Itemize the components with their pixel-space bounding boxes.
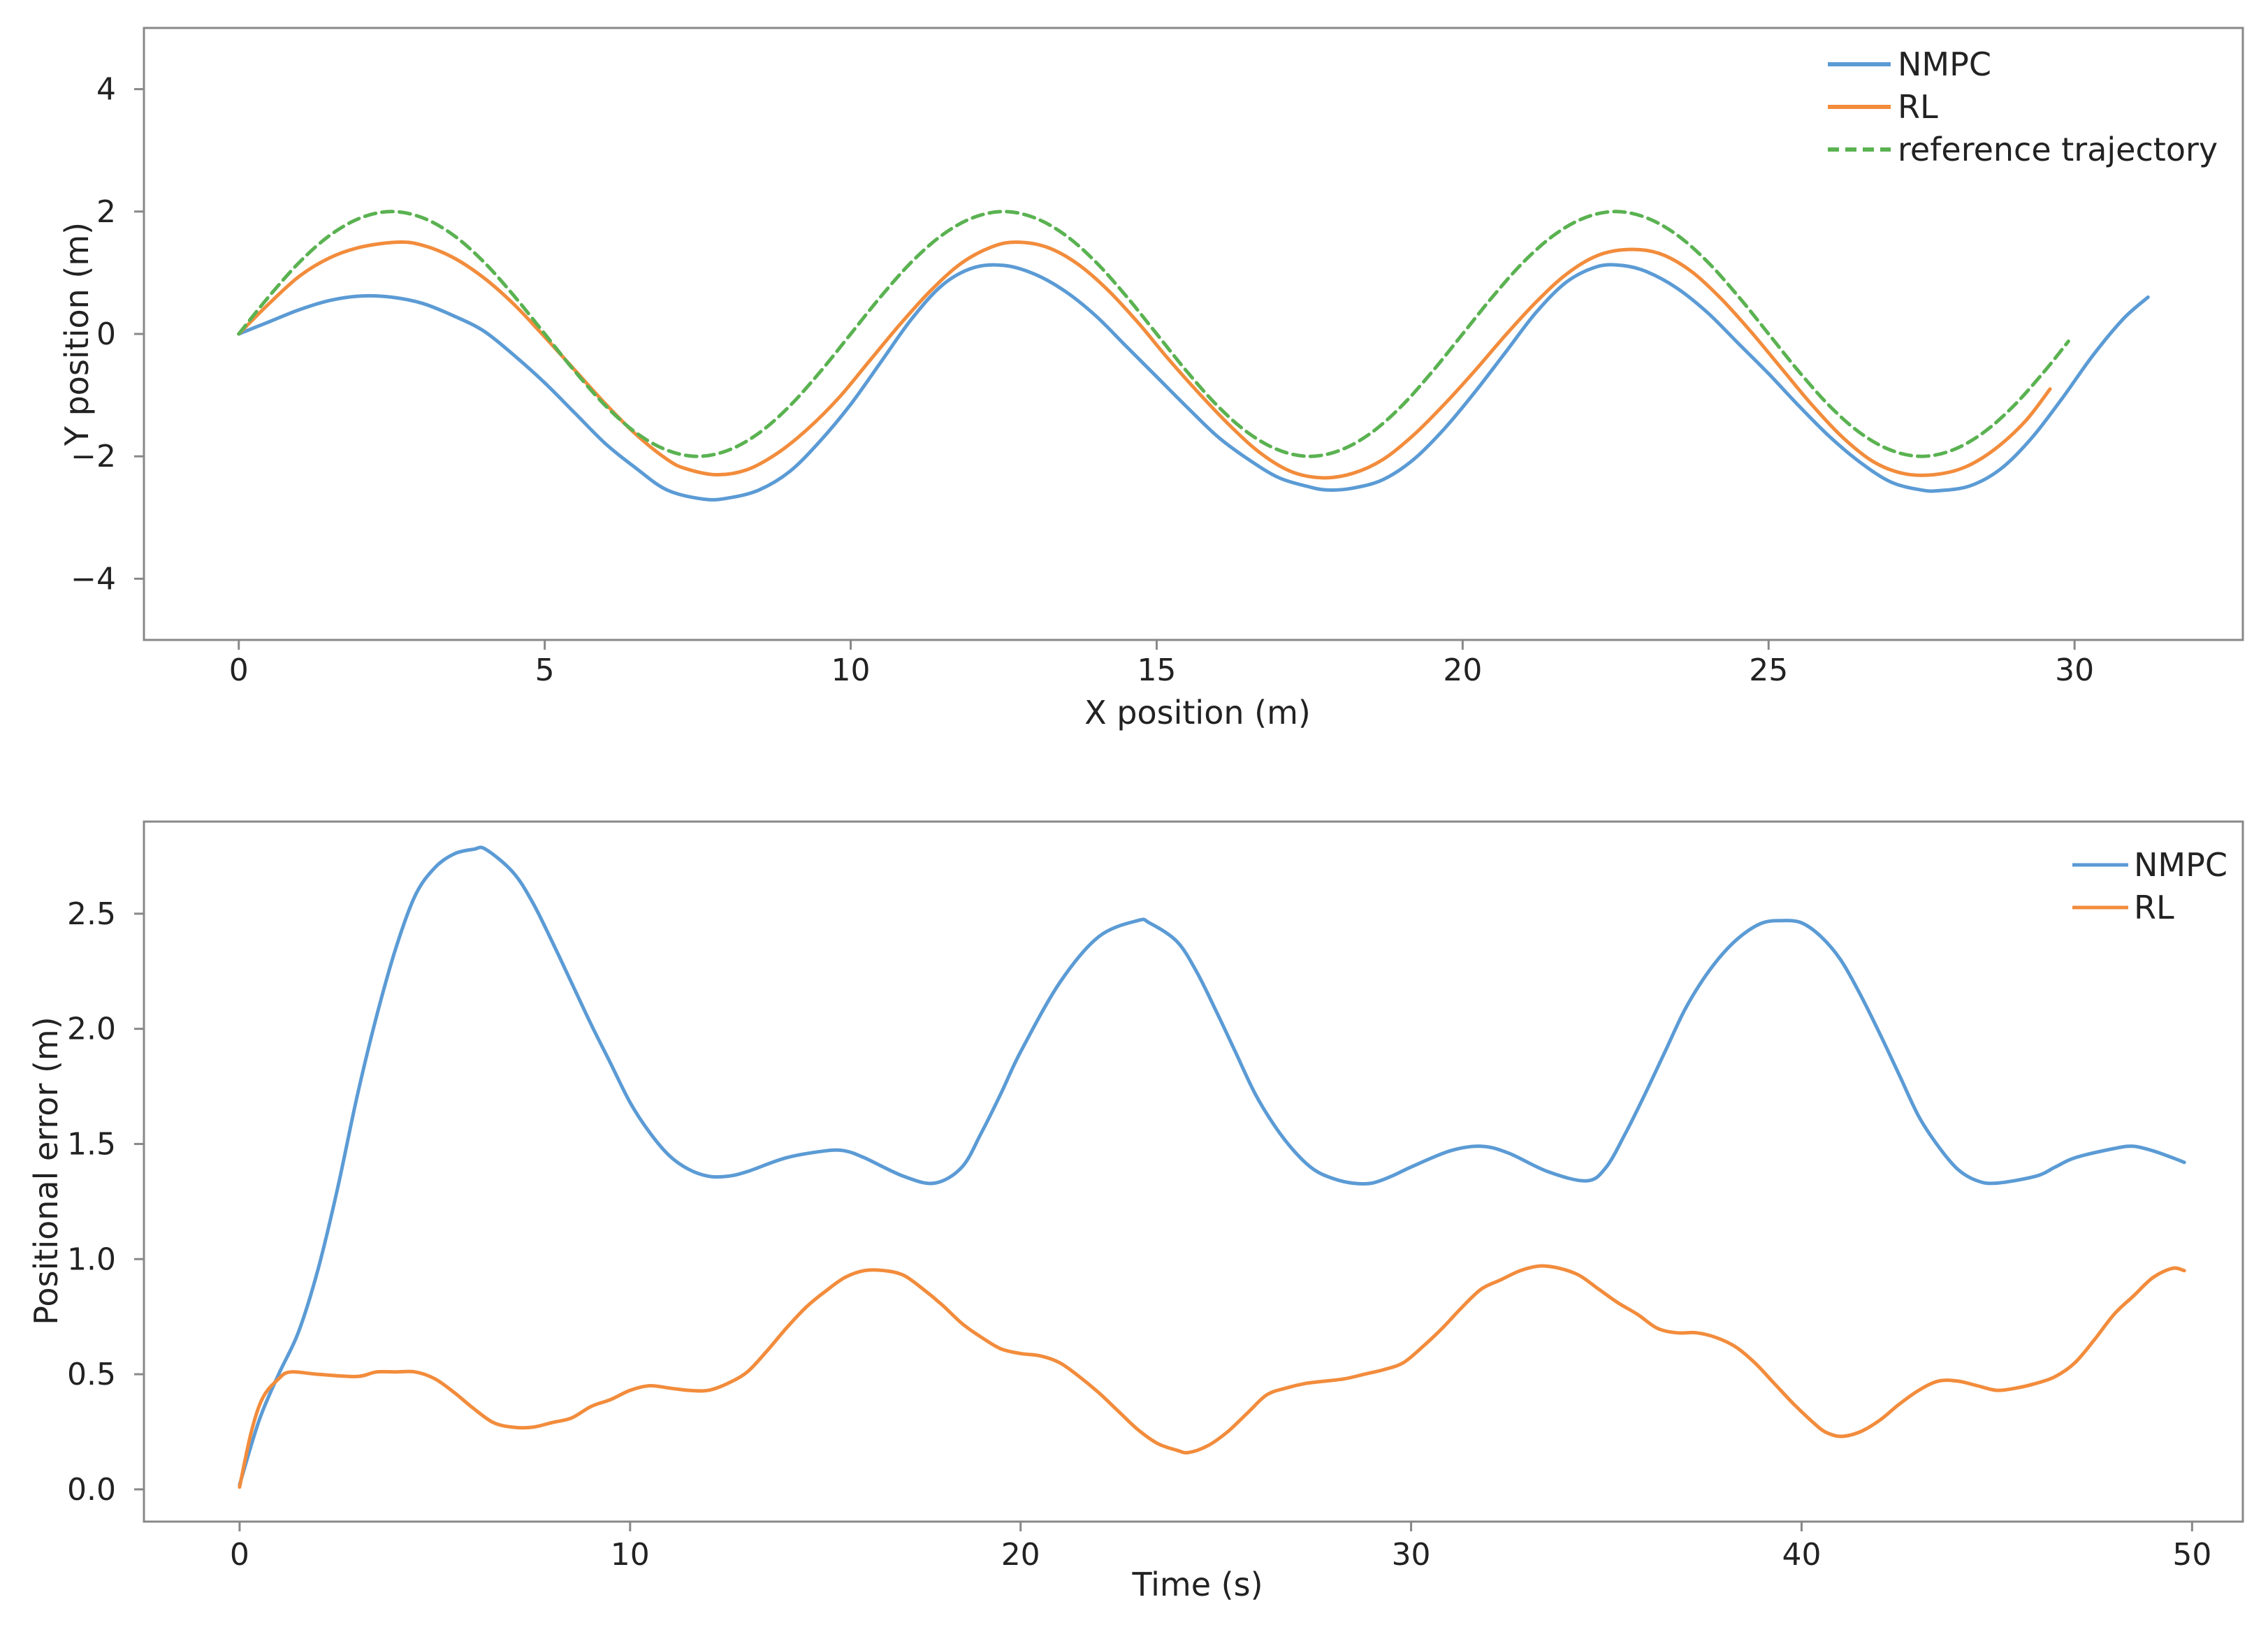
trajectory-x-tick-label: 20 [1443, 653, 1482, 688]
trajectory-legend: NMPC RL reference trajectory [1828, 45, 2218, 168]
error-legend-rl-label: RL [2134, 889, 2174, 926]
trajectory-legend-reference-label: reference trajectory [1898, 131, 2218, 168]
error-series-rl-line [238, 1264, 2186, 1489]
error-x-axis-label: Time (s) [1131, 1566, 1263, 1603]
error-x-tick-label: 20 [1001, 1537, 1040, 1573]
trajectory-x-tick-label: 15 [1137, 653, 1176, 688]
error-y-tick-label: 1.0 [67, 1241, 116, 1277]
trajectory-x-tick-label: 25 [1749, 653, 1788, 688]
trajectory-x-tick-label: 0 [229, 653, 249, 688]
trajectory-x-tick-label: 30 [2055, 653, 2094, 688]
error-x-tick-label: 30 [1392, 1537, 1431, 1573]
error-chart: 0 10 20 30 40 50 0.00.51.01.52.02.5 Time (s) … [27, 820, 2244, 1603]
trajectory-y-tick-label: 0 [96, 316, 116, 352]
error-x-ticks: 0 10 20 30 40 50 [230, 1522, 2211, 1573]
trajectory-y-tick-label: 2 [96, 194, 116, 230]
error-y-tick-label: 2.0 [67, 1012, 116, 1047]
error-legend: NMPC RL [2072, 846, 2227, 926]
trajectory-series [237, 210, 2150, 502]
error-x-tick-label: 10 [611, 1537, 650, 1573]
trajectory-x-axis-label: X position (m) [1084, 694, 1311, 731]
error-series [238, 845, 2186, 1489]
trajectory-y-ticks: −4 −2 0 2 4 [71, 72, 144, 597]
trajectory-y-axis-label: Y position (m) [58, 222, 96, 446]
error-y-tick-label: 0.0 [67, 1472, 116, 1508]
trajectory-x-tick-label: 10 [831, 653, 871, 688]
error-y-ticks: 0.0 0.5 1.0 1.5 2.0 2.5 [67, 896, 144, 1508]
trajectory-y-tick-label: 4 [96, 72, 116, 108]
error-y-tick-label: 0.5 [67, 1357, 116, 1392]
error-plot-frame [143, 820, 2244, 1523]
error-legend-nmpc-label: NMPC [2134, 846, 2227, 884]
trajectory-y-tick-label: −4 [71, 561, 116, 597]
error-x-tick-label: 50 [2172, 1537, 2211, 1573]
error-series-nmpc-line [238, 845, 2186, 1487]
trajectory-legend-rl-label: RL [1898, 88, 1938, 126]
trajectory-series-reference-trajectory-line [237, 210, 2070, 458]
trajectory-x-tick-label: 5 [535, 653, 555, 688]
error-y-tick-label: 1.5 [67, 1126, 116, 1162]
trajectory-series-nmpc-line [237, 263, 2150, 502]
trajectory-chart: 0 5 10 15 20 25 30 −4 −2 0 2 4 X position (m) Y po… [58, 27, 2244, 731]
trajectory-x-ticks: 0 5 10 15 20 25 30 [229, 640, 2094, 688]
error-x-tick-label: 40 [1782, 1537, 1821, 1573]
trajectory-legend-nmpc-label: NMPC [1898, 45, 1991, 83]
error-x-tick-label: 0 [230, 1537, 249, 1573]
trajectory-y-tick-label: −2 [71, 439, 116, 474]
error-y-tick-label: 2.5 [67, 896, 116, 932]
error-y-axis-label: Positional error (m) [27, 1016, 65, 1325]
trajectory-series-rl-line [237, 240, 2052, 480]
